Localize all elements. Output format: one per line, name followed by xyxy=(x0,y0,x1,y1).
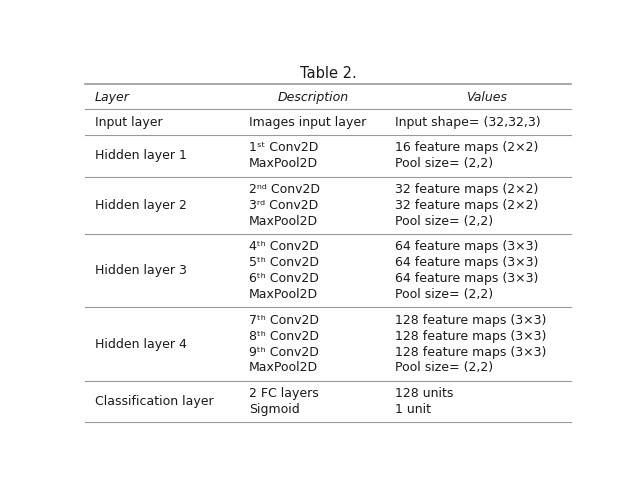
Text: 6ᵗʰ Conv2D: 6ᵗʰ Conv2D xyxy=(249,272,319,285)
Text: 16 feature maps (2×2): 16 feature maps (2×2) xyxy=(395,142,538,154)
Text: 32 feature maps (2×2): 32 feature maps (2×2) xyxy=(395,183,538,196)
Text: Pool size= (2,2): Pool size= (2,2) xyxy=(395,361,493,374)
Text: 32 feature maps (2×2): 32 feature maps (2×2) xyxy=(395,199,538,212)
Text: MaxPool2D: MaxPool2D xyxy=(249,157,318,170)
Text: 128 units: 128 units xyxy=(395,387,453,400)
Text: 9ᵗʰ Conv2D: 9ᵗʰ Conv2D xyxy=(249,346,319,358)
Text: Values: Values xyxy=(466,90,508,103)
Text: Sigmoid: Sigmoid xyxy=(249,403,300,416)
Text: Pool size= (2,2): Pool size= (2,2) xyxy=(395,288,493,301)
Text: 2ⁿᵈ Conv2D: 2ⁿᵈ Conv2D xyxy=(249,183,319,196)
Text: MaxPool2D: MaxPool2D xyxy=(249,215,318,227)
Text: 128 feature maps (3×3): 128 feature maps (3×3) xyxy=(395,314,547,327)
Text: 2 FC layers: 2 FC layers xyxy=(249,387,318,400)
Text: 3ʳᵈ Conv2D: 3ʳᵈ Conv2D xyxy=(249,199,318,212)
Text: 7ᵗʰ Conv2D: 7ᵗʰ Conv2D xyxy=(249,314,319,327)
Text: 5ᵗʰ Conv2D: 5ᵗʰ Conv2D xyxy=(249,256,319,270)
Text: Pool size= (2,2): Pool size= (2,2) xyxy=(395,215,493,227)
Text: Hidden layer 1: Hidden layer 1 xyxy=(95,149,187,162)
Text: Hidden layer 4: Hidden layer 4 xyxy=(95,338,187,351)
Text: Pool size= (2,2): Pool size= (2,2) xyxy=(395,157,493,170)
Text: Input layer: Input layer xyxy=(95,115,163,128)
Text: Input shape= (32,32,3): Input shape= (32,32,3) xyxy=(395,115,541,128)
Text: 64 feature maps (3×3): 64 feature maps (3×3) xyxy=(395,272,538,285)
Text: Images input layer: Images input layer xyxy=(249,115,366,128)
Text: Classification layer: Classification layer xyxy=(95,395,214,408)
Text: MaxPool2D: MaxPool2D xyxy=(249,288,318,301)
Text: Hidden layer 2: Hidden layer 2 xyxy=(95,199,187,212)
Text: Description: Description xyxy=(278,90,349,103)
Text: Hidden layer 3: Hidden layer 3 xyxy=(95,264,187,277)
Text: 1 unit: 1 unit xyxy=(395,403,431,416)
Text: 64 feature maps (3×3): 64 feature maps (3×3) xyxy=(395,241,538,254)
Text: Table 2.: Table 2. xyxy=(300,66,356,81)
Text: 64 feature maps (3×3): 64 feature maps (3×3) xyxy=(395,256,538,270)
Text: 8ᵗʰ Conv2D: 8ᵗʰ Conv2D xyxy=(249,330,319,343)
Text: 128 feature maps (3×3): 128 feature maps (3×3) xyxy=(395,330,547,343)
Text: 128 feature maps (3×3): 128 feature maps (3×3) xyxy=(395,346,547,358)
Text: MaxPool2D: MaxPool2D xyxy=(249,361,318,374)
Text: 1ˢᵗ Conv2D: 1ˢᵗ Conv2D xyxy=(249,142,318,154)
Text: 4ᵗʰ Conv2D: 4ᵗʰ Conv2D xyxy=(249,241,319,254)
Text: Layer: Layer xyxy=(95,90,130,103)
